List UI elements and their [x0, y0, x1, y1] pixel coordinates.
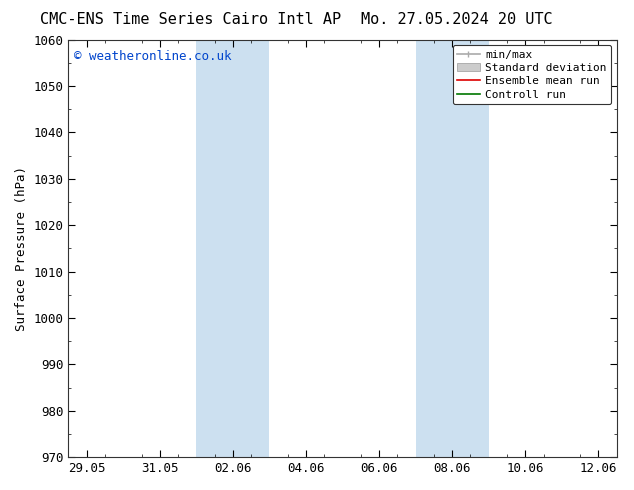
Bar: [197, 40, 269, 457]
Y-axis label: Surface Pressure (hPa): Surface Pressure (hPa): [15, 166, 28, 331]
Legend: min/max, Standard deviation, Ensemble mean run, Controll run: min/max, Standard deviation, Ensemble me…: [453, 45, 611, 104]
Text: Mo. 27.05.2024 20 UTC: Mo. 27.05.2024 20 UTC: [361, 12, 552, 27]
Text: CMC-ENS Time Series Cairo Intl AP: CMC-ENS Time Series Cairo Intl AP: [40, 12, 340, 27]
Text: © weatheronline.co.uk: © weatheronline.co.uk: [74, 50, 231, 63]
Bar: [416, 40, 489, 457]
